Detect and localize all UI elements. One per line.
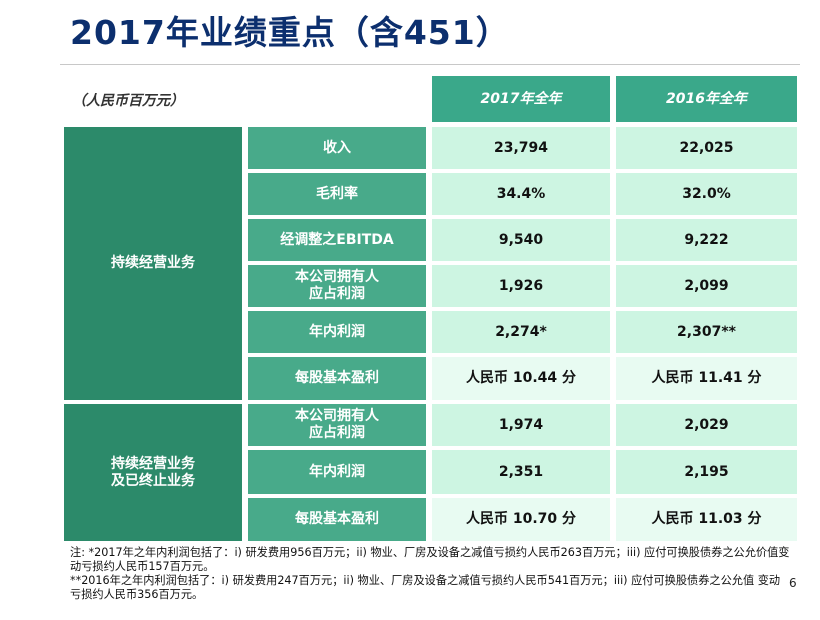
footnote-2016: **2016年之年内利润包括了：i) 研发费用247百万元；ii) 物业、厂房及… <box>70 574 781 601</box>
title-divider <box>60 64 800 65</box>
row-label-profit-attributable: 本公司拥有人 应占利润 <box>248 404 426 446</box>
column-header-2016: 2016年全年 <box>616 76 797 122</box>
value-2016-profit-for-year: 2,195 <box>616 450 797 494</box>
row-label-gross-margin: 毛利率 <box>248 173 426 215</box>
value-2016-profit-attributable: 2,029 <box>616 404 797 446</box>
footnote-2017: 注: *2017年之年内利润包括了：i) 研发费用956百万元；ii) 物业、厂… <box>70 546 790 573</box>
value-2017-profit-for-year: 2,351 <box>432 450 610 494</box>
row-label-profit-for-year: 年内利润 <box>248 450 426 494</box>
row-label-profit-attributable: 本公司拥有人 应占利润 <box>248 265 426 307</box>
value-2016-profit-attributable: 2,099 <box>616 265 797 307</box>
value-2017-basic-eps: 人民币 10.44 分 <box>432 357 610 400</box>
group-label-continuing-and-discontinued: 持续经营业务 及已终止业务 <box>64 404 242 541</box>
value-2017-profit-for-year: 2,274* <box>432 311 610 353</box>
row-label-basic-eps: 每股基本盈利 <box>248 357 426 400</box>
value-2017-adjusted-ebitda: 9,540 <box>432 219 610 261</box>
page-title: 2017年业绩重点（含451） <box>70 13 510 52</box>
page-number: 6 <box>789 576 797 590</box>
value-2016-basic-eps: 人民币 11.03 分 <box>616 498 797 541</box>
footnotes: 注: *2017年之年内利润包括了：i) 研发费用956百万元；ii) 物业、厂… <box>70 546 790 602</box>
value-2017-profit-attributable: 1,974 <box>432 404 610 446</box>
value-2017-revenue: 23,794 <box>432 127 610 169</box>
column-header-2017: 2017年全年 <box>432 76 610 122</box>
row-label-revenue: 收入 <box>248 127 426 169</box>
value-2016-adjusted-ebitda: 9,222 <box>616 219 797 261</box>
row-label-basic-eps: 每股基本盈利 <box>248 498 426 541</box>
value-2016-basic-eps: 人民币 11.41 分 <box>616 357 797 400</box>
value-2016-gross-margin: 32.0% <box>616 173 797 215</box>
row-label-adjusted-ebitda: 经调整之EBITDA <box>248 219 426 261</box>
value-2016-revenue: 22,025 <box>616 127 797 169</box>
group-label-continuing: 持续经营业务 <box>64 127 242 400</box>
row-label-profit-for-year: 年内利润 <box>248 311 426 353</box>
value-2017-basic-eps: 人民币 10.70 分 <box>432 498 610 541</box>
unit-label: （人民币百万元） <box>72 93 184 109</box>
value-2017-gross-margin: 34.4% <box>432 173 610 215</box>
value-2016-profit-for-year: 2,307** <box>616 311 797 353</box>
value-2017-profit-attributable: 1,926 <box>432 265 610 307</box>
